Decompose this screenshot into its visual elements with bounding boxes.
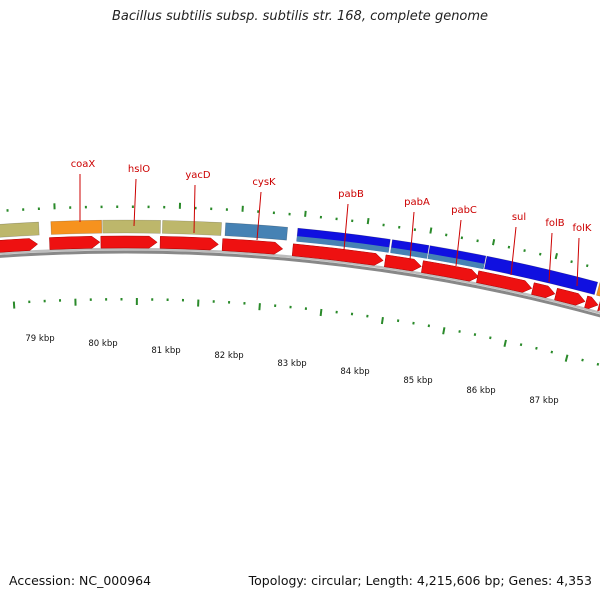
kbp-label: 87 kbp <box>529 396 558 406</box>
kbp-label: 80 kbp <box>88 339 117 349</box>
label-leader <box>548 232 553 283</box>
label-leader <box>193 184 196 234</box>
tick-outer <box>523 249 526 253</box>
gene-label: pabB <box>338 189 364 200</box>
cds-arrow <box>421 260 479 282</box>
kbp-label: 81 kbp <box>151 346 180 356</box>
tick-outer <box>366 217 370 225</box>
cds-arrow <box>584 295 599 309</box>
label-leader <box>409 211 415 261</box>
feature-band <box>596 282 600 297</box>
backbone-highlight <box>0 247 600 315</box>
label-leader <box>133 178 137 227</box>
topology-summary: Topology: circular; Length: 4,215,606 bp… <box>248 573 592 588</box>
kbp-label: 82 kbp <box>214 351 243 361</box>
tick-outer <box>304 210 307 217</box>
tick-inner <box>550 350 554 354</box>
cds-arrow <box>0 238 39 253</box>
map-title: Bacillus subtilis subsp. subtilis str. 1… <box>111 9 489 24</box>
tick-inner <box>519 343 523 347</box>
kbp-label: 85 kbp <box>403 376 432 386</box>
gene-label: sul <box>512 212 526 223</box>
cds-arrow <box>291 243 384 266</box>
tick-outer <box>585 264 589 268</box>
feature-band <box>224 222 288 241</box>
feature-band <box>102 219 161 234</box>
cds-arrow <box>531 282 556 299</box>
gene-label: cysK <box>252 177 276 188</box>
feature-subband <box>390 247 428 259</box>
tick-inner <box>442 327 446 335</box>
label-leader <box>576 237 580 287</box>
tick-outer <box>538 252 542 256</box>
label-leader <box>256 191 262 241</box>
gene-label: hslO <box>128 164 150 175</box>
accession-text: Accession: NC_000964 <box>9 573 152 588</box>
gene-label: coaX <box>71 159 96 170</box>
tick-inner <box>535 346 538 350</box>
gene-label: pabA <box>404 197 430 208</box>
tick-inner <box>258 303 261 311</box>
tick-inner <box>380 316 384 325</box>
cds-arrow <box>597 300 600 312</box>
gene-label: pabC <box>451 205 477 216</box>
feature-band <box>162 220 222 236</box>
cds-arrow <box>100 235 158 249</box>
label-leader <box>510 226 517 276</box>
tick-marks <box>6 202 600 366</box>
cds-track <box>0 235 600 312</box>
label-leader <box>455 219 462 267</box>
tick-outer <box>507 245 511 249</box>
gene-label: folK <box>573 223 592 234</box>
label-leaders <box>79 174 580 287</box>
cds-arrow <box>49 236 101 250</box>
tick-outer <box>429 227 433 234</box>
feature-band <box>50 219 103 235</box>
feature-band <box>0 221 40 238</box>
tick-inner <box>581 358 584 362</box>
kbp-label: 86 kbp <box>466 386 495 396</box>
gene-label: yacD <box>185 170 211 181</box>
cds-arrow <box>554 287 586 306</box>
kbp-label: 84 kbp <box>340 367 369 377</box>
label-leader <box>343 203 349 251</box>
tick-inner <box>489 336 492 340</box>
gene-label: folB <box>545 218 564 229</box>
backbone <box>0 247 600 318</box>
feature-band <box>484 255 599 296</box>
tick-inner <box>564 354 569 362</box>
tick-inner <box>596 362 600 366</box>
kbp-label: 83 kbp <box>277 359 306 369</box>
feature-subband <box>296 236 390 253</box>
tick-inner <box>319 308 323 317</box>
kbp-label: 79 kbp <box>25 334 54 344</box>
tick-outer <box>570 260 573 264</box>
gene-labels: coaX hslO yacD cysK pabB pabA pabC sul folB folK <box>71 159 592 234</box>
cds-arrow <box>159 236 219 251</box>
cds-arrow <box>384 254 422 272</box>
tick-outer <box>492 239 496 246</box>
tick-outer <box>554 252 558 260</box>
cds-arrow <box>476 270 533 293</box>
feature-track <box>0 219 600 297</box>
tick-inner <box>503 339 507 347</box>
backbone-line <box>0 250 600 318</box>
kbp-labels: 79 kbp 80 kbp 81 kbp 82 kbp 83 kbp 84 kbp 85 k… <box>25 334 558 406</box>
cds-arrow <box>221 238 284 255</box>
